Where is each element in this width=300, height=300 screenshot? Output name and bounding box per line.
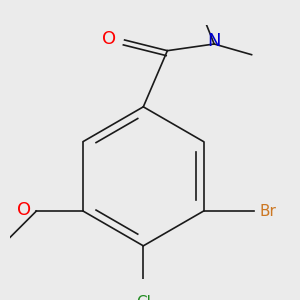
Text: Cl: Cl xyxy=(136,295,151,300)
Text: O: O xyxy=(17,201,31,219)
Text: N: N xyxy=(207,32,221,50)
Text: O: O xyxy=(103,30,117,48)
Text: CH₃: CH₃ xyxy=(188,0,214,3)
Text: Br: Br xyxy=(260,204,277,219)
